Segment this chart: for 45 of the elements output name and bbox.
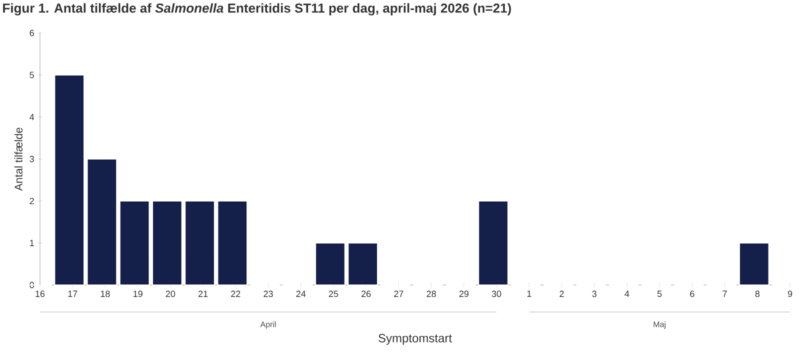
x-tick-label: 17 [68,290,78,297]
x-tick-label: 26 [362,290,371,298]
y-tick-label: 1 [30,240,34,246]
bar [478,200,508,286]
y-tick-label: 4 [30,114,34,120]
bar [152,200,182,286]
x-tick-label: 21 [198,290,208,297]
y-tick-label: 6 [30,30,34,36]
y-tick-label: 3 [30,156,34,162]
x-tick-label: 20 [166,290,176,298]
x-tick-label: 30 [492,290,502,298]
x-tick-label: 16 [36,290,45,298]
text: April [260,321,276,329]
bar [86,158,118,286]
bar [119,200,150,286]
x-tick-label: 22 [231,290,240,297]
x-tick-label: 3 [592,290,596,298]
x-tick-label: 28 [426,290,436,298]
bar [348,242,378,286]
x-axis-title: Symptomstart [378,334,452,345]
bar [315,242,346,286]
chart-title: Figur 1. Antal tilfælde af Salmonella Enteritidis ST11 per dag, april-maj 2026 (n=21) [3,3,511,16]
text: Maj [654,321,666,329]
bar [184,200,215,286]
bar [54,74,85,286]
x-tick-label: 9 [788,290,792,298]
x-tick-label: 8 [755,290,760,298]
x-tick-label: 23 [264,290,273,298]
x-tick-label: 4 [624,290,630,297]
x-tick-label: 19 [134,290,142,298]
bar [738,242,770,286]
x-tick-label: 29 [459,290,468,298]
y-tick-label: 2 [30,198,34,204]
x-tick-label: 6 [690,290,694,298]
x-tick-label: 18 [100,290,110,298]
y-axis-title: Antal tilfælde [14,128,22,191]
x-tick-label: 27 [394,290,404,297]
x-tick-label: 24 [296,290,306,297]
x-tick-label: 5 [657,290,662,297]
x-tick-label: 25 [328,290,338,298]
y-tick-label: 5 [30,72,34,78]
x-tick-label: 1 [527,290,532,297]
bar [217,200,248,286]
x-tick-label: 7 [722,290,727,297]
x-tick-label: 2 [560,290,564,297]
